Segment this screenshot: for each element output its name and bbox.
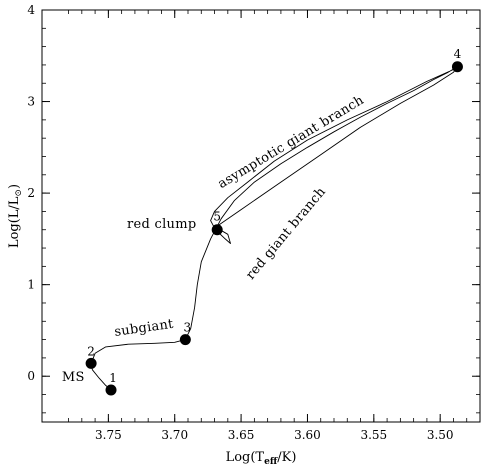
annotation-label: red clump	[127, 217, 197, 232]
stage-point-label: 2	[87, 344, 95, 358]
stage-point-label: 3	[184, 321, 192, 335]
stage-points-layer: 12 3 4 5	[85, 47, 463, 396]
annotation-label: subgiant	[113, 317, 175, 340]
x-tick-label: 3.75	[95, 428, 122, 442]
stage-point-label: 5	[213, 210, 221, 224]
stage-point-3	[179, 334, 191, 346]
y-tick-label: 1	[27, 278, 35, 292]
annotation-label: asymptotic giant branch	[216, 93, 368, 192]
y-tick-label: 2	[27, 186, 35, 200]
x-axis-title: Log(Teff/K)	[226, 450, 297, 467]
y-axis-title: Log(L/L⊙)	[7, 184, 24, 248]
stage-point-1	[105, 384, 117, 396]
stage-point-2	[85, 357, 97, 369]
y-tick-label: 4	[27, 3, 35, 17]
x-tick-label: 3.55	[360, 428, 387, 442]
stage-point-label: 4	[454, 47, 462, 61]
plot-frame	[41, 9, 481, 423]
annotation-layer: MS subgiant red clump asymptotic giant bran…	[62, 93, 367, 385]
x-tick-label: 3.60	[294, 428, 321, 442]
y-tick-label: 0	[27, 369, 35, 383]
x-tick-label: 3.65	[228, 428, 255, 442]
y-tick-label: 3	[27, 95, 35, 109]
x-tick-label: 3.50	[427, 428, 454, 442]
stage-point-5	[211, 224, 223, 236]
stage-point-label: 1	[109, 371, 117, 385]
annotation-label: MS	[62, 370, 85, 385]
stage-point-4	[451, 61, 463, 73]
x-tick-label: 3.70	[161, 428, 188, 442]
